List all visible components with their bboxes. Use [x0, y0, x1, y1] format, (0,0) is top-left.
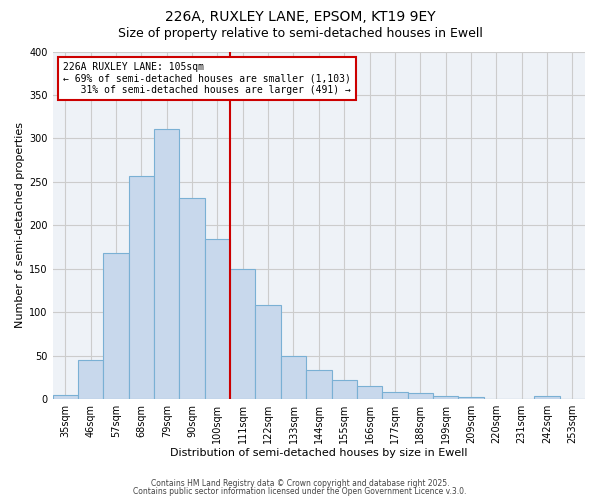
Bar: [205, 239, 230, 399]
Bar: [154, 129, 179, 399]
Bar: [306, 370, 332, 399]
Text: Size of property relative to semi-detached houses in Ewell: Size of property relative to semi-detach…: [118, 28, 482, 40]
Y-axis label: Number of semi-detached properties: Number of semi-detached properties: [15, 122, 25, 328]
Text: Contains public sector information licensed under the Open Government Licence v.: Contains public sector information licen…: [133, 487, 467, 496]
Text: Contains HM Land Registry data © Crown copyright and database right 2025.: Contains HM Land Registry data © Crown c…: [151, 478, 449, 488]
Bar: [256, 305, 281, 399]
Bar: [407, 393, 433, 399]
Bar: [53, 395, 78, 399]
Bar: [332, 380, 357, 399]
Bar: [281, 356, 306, 399]
Bar: [433, 396, 458, 399]
X-axis label: Distribution of semi-detached houses by size in Ewell: Distribution of semi-detached houses by …: [170, 448, 467, 458]
Bar: [103, 253, 129, 399]
Bar: [382, 392, 407, 399]
Bar: [458, 398, 484, 399]
Bar: [179, 198, 205, 399]
Bar: [129, 176, 154, 399]
Bar: [230, 268, 256, 399]
Bar: [535, 396, 560, 399]
Bar: [78, 360, 103, 399]
Bar: [357, 386, 382, 399]
Text: 226A, RUXLEY LANE, EPSOM, KT19 9EY: 226A, RUXLEY LANE, EPSOM, KT19 9EY: [164, 10, 436, 24]
Text: 226A RUXLEY LANE: 105sqm
← 69% of semi-detached houses are smaller (1,103)
   31: 226A RUXLEY LANE: 105sqm ← 69% of semi-d…: [63, 62, 351, 95]
